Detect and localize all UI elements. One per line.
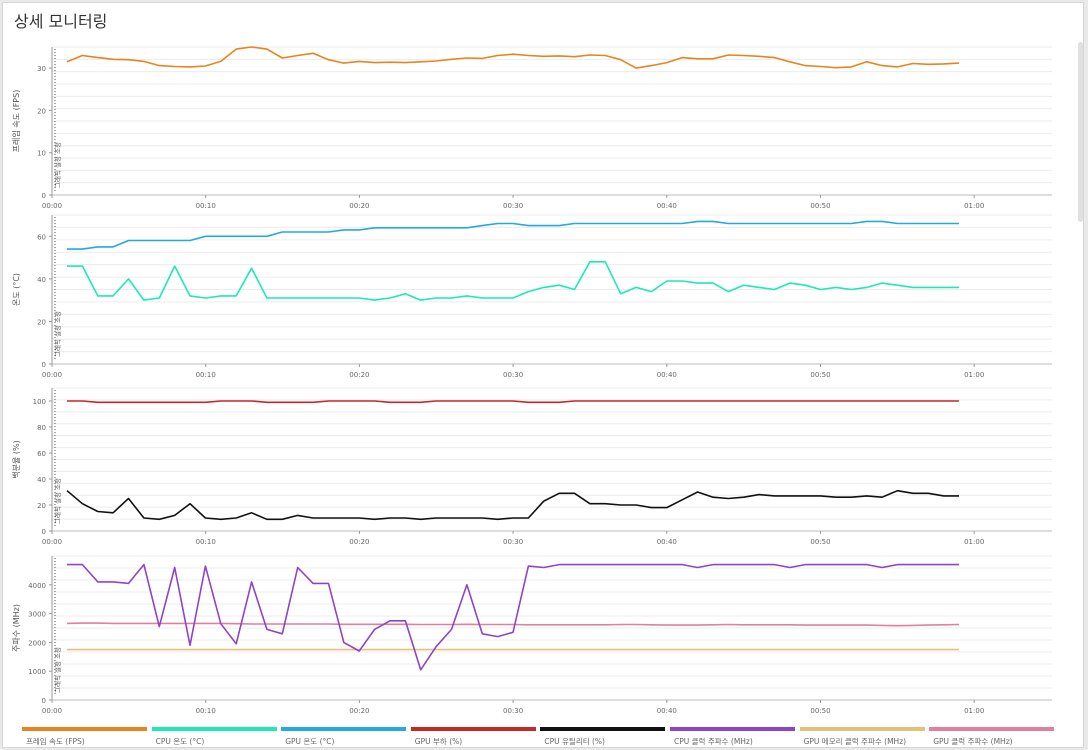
legend-swatch	[281, 727, 407, 731]
legend-swatch	[22, 727, 147, 731]
x-tick-label: 00:20	[349, 371, 369, 379]
y-tick-label: 100	[33, 398, 46, 406]
y-tick-label: 60	[37, 450, 46, 458]
x-tick-label: 00:00	[42, 202, 62, 210]
x-tick-label: 00:50	[810, 707, 830, 715]
x-tick-label: 00:20	[349, 707, 369, 715]
x-tick-label: 01:00	[964, 707, 984, 715]
y-axis-label: 프레임 속도 (FPS)	[12, 90, 21, 153]
x-tick-label: 01:00	[964, 538, 984, 546]
legend-label: GPU 클럭 주파수 (MHz)	[933, 737, 1013, 746]
legend-item[interactable]: GPU 부하 (%)	[410, 726, 536, 748]
legend-item[interactable]: GPU 온도 (°C)	[281, 726, 407, 748]
series-line[interactable]	[67, 400, 959, 404]
y-tick-label: 0	[42, 528, 46, 536]
series-line[interactable]	[66, 622, 960, 627]
legend-item[interactable]: CPU 온도 (°C)	[151, 726, 277, 748]
x-tick-label: 00:00	[42, 371, 62, 379]
legend-swatch	[540, 727, 666, 731]
y-tick-label: 1000	[28, 668, 46, 676]
adjust-marker-label: 그래픽 설정 조정	[53, 142, 62, 188]
x-tick-label: 00:10	[196, 371, 216, 379]
page-title: 상세 모니터링	[14, 12, 108, 31]
y-tick-label: 20	[37, 318, 46, 326]
x-tick-label: 00:40	[657, 371, 677, 379]
series-line[interactable]	[66, 489, 959, 521]
legend-label: GPU 부하 (%)	[414, 737, 463, 746]
scrollbar-thumb[interactable]	[1078, 42, 1083, 222]
x-tick-label: 00:00	[42, 538, 62, 546]
x-tick-label: 00:30	[503, 538, 523, 546]
x-tick-label: 00:10	[196, 707, 216, 715]
x-tick-label: 01:00	[964, 371, 984, 379]
y-tick-label: 40	[37, 476, 46, 484]
legend-swatch	[151, 727, 277, 731]
legend-item[interactable]: CPU 클럭 주파수 (MHz)	[670, 726, 795, 748]
series-line[interactable]	[67, 220, 959, 250]
y-tick-label: 80	[37, 424, 46, 432]
adjust-marker-label: 그래픽 설정 조정	[53, 478, 62, 524]
x-tick-label: 01:00	[964, 202, 984, 210]
legend-swatch	[670, 727, 795, 731]
y-axis-label: 주파수 (MHz)	[12, 604, 21, 652]
series-line[interactable]	[67, 260, 959, 301]
adjust-marker-label: 그래픽 설정 조정	[53, 647, 62, 693]
legend-label: GPU 메모리 클럭 주파수 (MHz)	[803, 737, 907, 746]
y-tick-label: 20	[37, 107, 46, 115]
legend-item[interactable]: GPU 메모리 클럭 주파수 (MHz)	[799, 726, 925, 748]
y-axis-label: 온도 (°C)	[12, 273, 21, 306]
legend-label: CPU 유틸리티 (%)	[544, 737, 605, 746]
y-tick-label: 0	[42, 361, 46, 369]
x-tick-label: 00:50	[810, 371, 830, 379]
x-tick-label: 00:30	[503, 707, 523, 715]
legend-swatch	[929, 727, 1055, 731]
x-tick-label: 00:30	[503, 371, 523, 379]
y-tick-label: 60	[37, 233, 46, 241]
y-tick-label: 40	[37, 276, 46, 284]
y-tick-label: 30	[37, 65, 46, 73]
x-tick-label: 00:30	[503, 202, 523, 210]
series-line[interactable]	[67, 563, 959, 671]
y-axis-label: 백분율 (%)	[11, 440, 21, 478]
x-tick-label: 00:50	[810, 538, 830, 546]
x-tick-label: 00:40	[657, 707, 677, 715]
x-tick-label: 00:20	[349, 202, 369, 210]
x-tick-label: 00:50	[810, 202, 830, 210]
legend-item[interactable]: CPU 유틸리티 (%)	[540, 726, 666, 748]
legend-item[interactable]: GPU 클럭 주파수 (MHz)	[929, 726, 1055, 748]
legend-label: GPU 온도 (°C)	[285, 737, 335, 746]
legend-item[interactable]: 프레임 속도 (FPS)	[22, 726, 147, 748]
x-tick-label: 00:20	[349, 538, 369, 546]
x-tick-label: 00:40	[657, 538, 677, 546]
series-line[interactable]	[66, 46, 960, 69]
x-tick-label: 00:00	[42, 707, 62, 715]
legend-label: 프레임 속도 (FPS)	[26, 737, 85, 746]
y-tick-label: 10	[37, 150, 46, 158]
legend: 프레임 속도 (FPS) CPU 온도 (°C) GPU 온도 (°C) GPU 부하…	[22, 726, 1062, 750]
legend-label: CPU 클럭 주파수 (MHz)	[674, 737, 753, 746]
y-tick-label: 0	[42, 697, 46, 705]
y-tick-label: 3000	[28, 611, 46, 619]
y-tick-label: 0	[42, 192, 46, 200]
legend-swatch	[799, 727, 925, 731]
y-tick-label: 4000	[28, 582, 46, 590]
y-tick-label: 20	[37, 502, 46, 510]
x-tick-label: 00:40	[657, 202, 677, 210]
x-tick-label: 00:10	[196, 202, 216, 210]
adjust-marker-label: 그래픽 설정 조정	[53, 311, 62, 357]
legend-swatch	[410, 727, 536, 731]
x-tick-label: 00:10	[196, 538, 216, 546]
y-tick-label: 2000	[28, 639, 46, 647]
legend-label: CPU 온도 (°C)	[155, 737, 205, 746]
